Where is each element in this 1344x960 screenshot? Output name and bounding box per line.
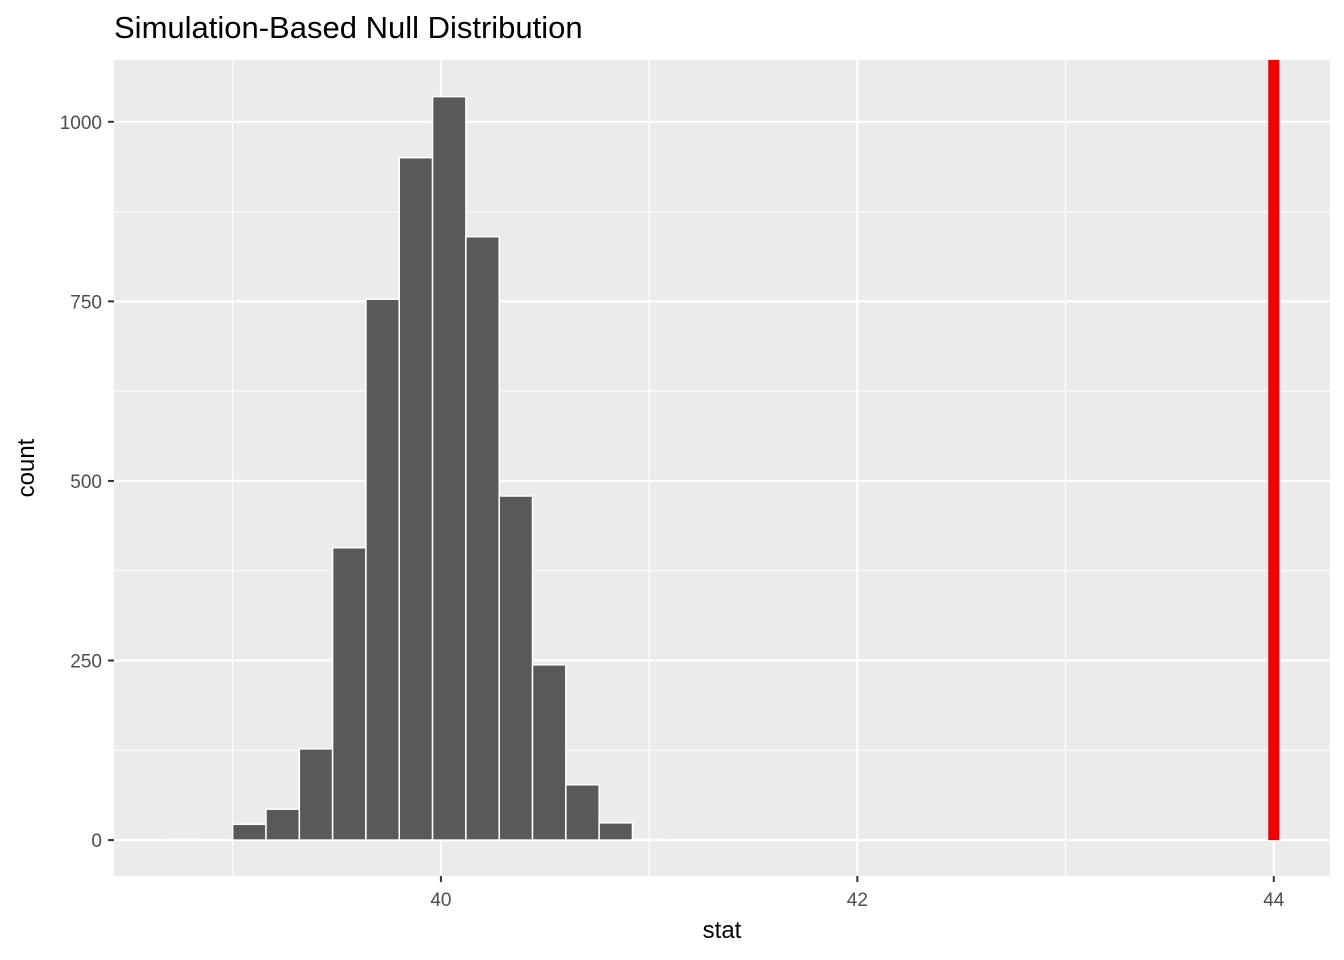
- y-tick-label: 0: [91, 831, 102, 852]
- histogram-bar: [231, 823, 267, 841]
- histogram-bar: [431, 95, 467, 841]
- histogram-bar: [165, 838, 201, 841]
- x-tick-label: 44: [1263, 890, 1285, 911]
- histogram-bar: [365, 298, 401, 841]
- y-tick-label: 1000: [60, 113, 102, 134]
- chart-title: Simulation-Based Null Distribution: [114, 10, 583, 45]
- histogram-bar: [298, 748, 334, 841]
- x-tick-label: 40: [430, 890, 451, 911]
- y-tick-label: 500: [70, 472, 102, 493]
- histogram-bar: [398, 156, 434, 841]
- histogram-bar: [531, 664, 567, 841]
- histogram-bar: [331, 546, 367, 841]
- histogram-bar: [465, 235, 500, 841]
- x-tick-label: 42: [847, 890, 868, 911]
- histogram-bar: [598, 822, 634, 841]
- plot-panel: [114, 60, 1330, 876]
- observed-stat-line: [1268, 60, 1280, 841]
- y-tick-label: 250: [70, 652, 102, 673]
- histogram-bar: [265, 808, 301, 841]
- y-tick-label: 750: [70, 292, 102, 313]
- y-axis-label: count: [13, 438, 40, 497]
- histogram-bar: [631, 838, 667, 841]
- histogram-bar: [565, 784, 600, 841]
- histogram-bar: [498, 495, 534, 841]
- x-axis-label: stat: [703, 917, 742, 944]
